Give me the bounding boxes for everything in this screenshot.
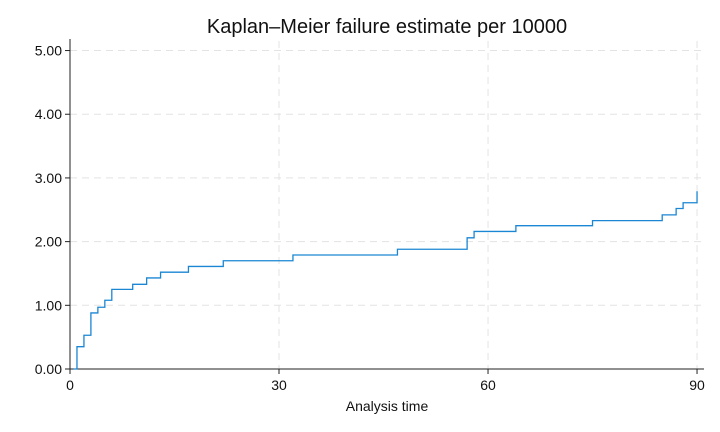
y-tick-label-4: 4.00 xyxy=(35,106,62,122)
x-tick-label-0: 0 xyxy=(66,377,74,393)
failure-step-line xyxy=(73,191,698,370)
y-tick-label-3: 3.00 xyxy=(35,170,62,186)
y-tick-label-0: 0.00 xyxy=(35,361,62,377)
chart-title: Kaplan–Meier failure estimate per 10000 xyxy=(207,16,567,38)
y-tick-label-5: 5.00 xyxy=(35,43,62,59)
tick-labels: 0.00 1.00 2.00 3.00 4.00 5.00 0 30 60 90 xyxy=(35,43,705,393)
y-tick-label-1: 1.00 xyxy=(35,297,62,313)
series-group xyxy=(73,191,698,370)
x-axis-label: Analysis time xyxy=(346,398,429,414)
x-tick-label-2: 60 xyxy=(480,377,496,393)
x-tick-label-1: 30 xyxy=(271,377,287,393)
y-tick-label-2: 2.00 xyxy=(35,234,62,250)
grid-lines xyxy=(69,41,704,370)
axes xyxy=(65,39,704,374)
x-tick-label-3: 90 xyxy=(689,377,705,393)
